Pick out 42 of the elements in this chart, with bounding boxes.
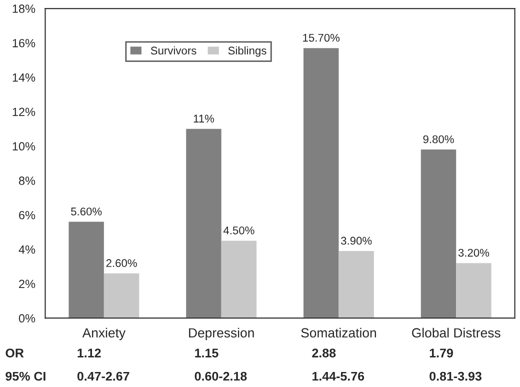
legend-label: Survivors — [150, 46, 196, 55]
bar — [456, 263, 492, 318]
y-tick-label: 6% — [19, 210, 36, 220]
bar — [221, 240, 257, 318]
text: OR — [6, 348, 24, 358]
text: 1.15 — [195, 348, 218, 358]
text: 2.88 — [312, 348, 336, 358]
text: 0.60-2.18 — [194, 372, 247, 381]
bar — [420, 150, 456, 318]
x-tick-label: Global Distress — [412, 328, 500, 338]
bar — [304, 48, 339, 318]
y-tick-label: 2% — [19, 280, 36, 288]
text: 0.81-3.93 — [430, 372, 482, 381]
bar — [338, 251, 374, 318]
data-label: 4.50% — [223, 226, 254, 234]
y-tick-label: 0% — [18, 314, 36, 323]
data-label: 3.90% — [340, 236, 372, 245]
data-label: 11% — [194, 114, 214, 123]
text: 95% CI — [6, 372, 46, 381]
y-tick-label: 14% — [12, 73, 36, 82]
legend-label: Siblings — [228, 46, 266, 57]
text: 1.12 — [78, 348, 101, 358]
y-tick-label: 8% — [18, 176, 36, 185]
y-tick-label: 4% — [18, 245, 36, 254]
y-tick-label: 10% — [12, 142, 36, 151]
data-label: 2.60% — [106, 259, 137, 268]
text: 1.79 — [430, 348, 453, 358]
y-tick-label: 18% — [12, 4, 36, 13]
data-label: 15.70% — [303, 34, 340, 42]
text: 0.47-2.67 — [77, 372, 130, 381]
x-tick-label: Anxiety — [82, 328, 126, 340]
bar — [104, 273, 140, 318]
bar — [68, 222, 104, 318]
text: 1.44-5.76 — [312, 372, 364, 381]
bar — [186, 128, 222, 318]
x-tick-label: Somatization — [301, 328, 376, 338]
data-label: 9.80% — [423, 135, 454, 144]
data-label: 5.60% — [71, 208, 102, 216]
y-tick-label: 12% — [12, 108, 36, 116]
data-label: 3.20% — [458, 248, 490, 257]
x-tick-label: Depression — [189, 328, 254, 340]
y-tick-label: 16% — [12, 38, 36, 48]
